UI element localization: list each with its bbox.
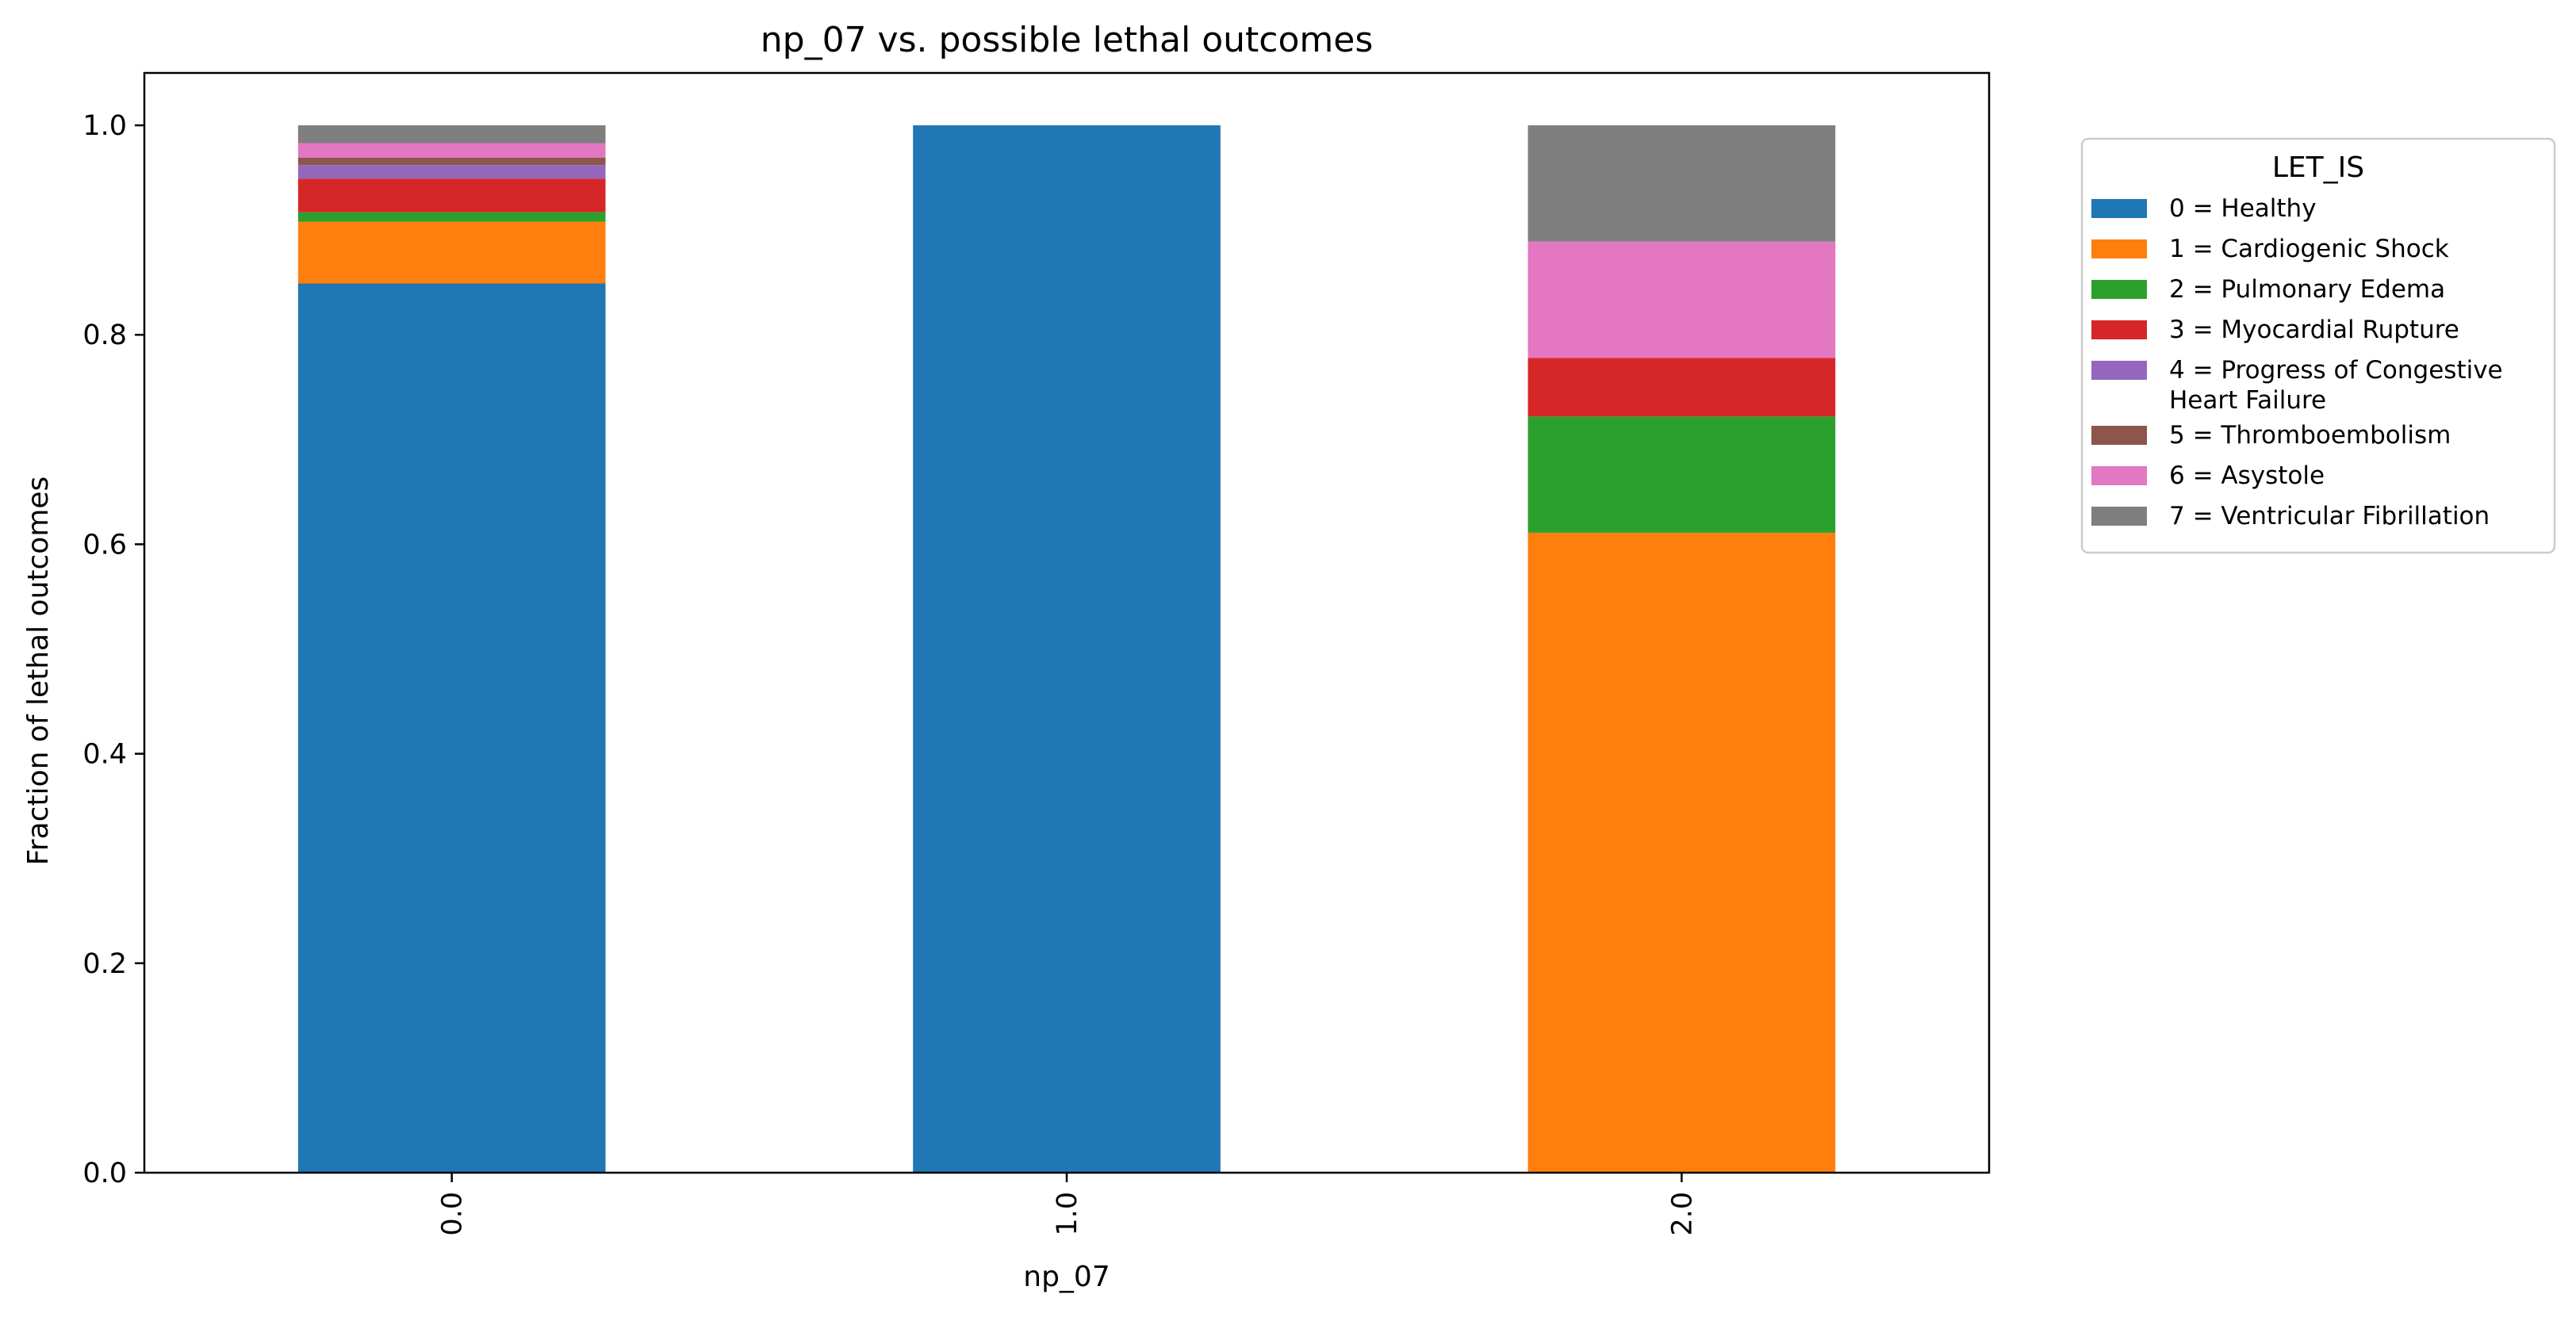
y-axis-label: Fraction of lethal outcomes	[22, 477, 55, 866]
y-tick-label: 0.2	[82, 948, 127, 980]
y-tick-label: 1.0	[82, 110, 127, 142]
axes-layer: 0.0 0.2 0.4 0.6 0.8 1.0 0.0 1.0 2.0	[82, 71, 1991, 1236]
bar-segment-0.0-series-2	[297, 212, 606, 222]
x-axis-label: np_07	[1023, 1261, 1110, 1293]
legend-swatch-1	[2091, 239, 2147, 258]
chart-title: np_07 vs. possible lethal outcomes	[761, 20, 1374, 60]
bar-segment-0.0-series-3	[297, 178, 606, 212]
bar-segment-0.0-series-7	[297, 125, 606, 144]
legend-label-3: 3 = Myocardial Rupture	[2169, 316, 2459, 344]
bar-segment-0.0-series-6	[297, 143, 606, 158]
y-tick-label: 0.4	[82, 739, 127, 771]
legend-label-4: 4 = Progress of Congestive Heart Failure	[2169, 356, 2503, 415]
legend-swatch-3	[2091, 320, 2147, 339]
legend-label-0: 0 = Healthy	[2169, 194, 2317, 223]
legend-label-5: 5 = Thromboembolism	[2169, 421, 2451, 450]
y-tick-label: 0.6	[82, 529, 127, 561]
x-tick-label: 0.0	[437, 1192, 469, 1236]
legend-swatch-4	[2091, 361, 2147, 380]
bar-segment-1.0-series-0	[913, 125, 1221, 1173]
legend-box	[2080, 137, 2556, 554]
legend-swatch-7	[2091, 507, 2147, 526]
x-tick-label: 1.0	[1052, 1192, 1083, 1236]
legend-label-7: 7 = Ventricular Fibrillation	[2169, 502, 2490, 530]
bar-segment-2.0-series-3	[1528, 358, 1836, 417]
legend-swatch-6	[2091, 466, 2147, 485]
legend-label-2: 2 = Pulmonary Edema	[2169, 275, 2445, 304]
bar-segment-0.0-series-1	[297, 221, 606, 284]
x-tick-label: 2.0	[1666, 1192, 1698, 1236]
bar-segment-0.0-series-4	[297, 165, 606, 179]
legend-label-1: 1 = Cardiogenic Shock	[2169, 235, 2449, 263]
bar-segment-0.0-series-5	[297, 157, 606, 166]
bar-segment-2.0-series-2	[1528, 416, 1836, 533]
legend-swatch-2	[2091, 280, 2147, 299]
bar-segment-2.0-series-1	[1528, 532, 1836, 1173]
bar-segment-0.0-series-0	[297, 283, 606, 1173]
y-tick-label: 0.0	[82, 1158, 127, 1189]
bars-layer	[297, 125, 1836, 1173]
legend: LET_IS 0 = Healthy 1 = Cardiogenic Shock 2 …	[2080, 137, 2556, 554]
legend-swatch-0	[2091, 199, 2147, 218]
y-tick-label: 0.8	[82, 320, 127, 351]
legend-swatch-5	[2091, 426, 2147, 445]
legend-title: LET_IS	[2272, 151, 2364, 184]
legend-label-6: 6 = Asystole	[2169, 461, 2325, 490]
bar-segment-2.0-series-7	[1528, 125, 1836, 242]
bar-segment-2.0-series-6	[1528, 241, 1836, 358]
